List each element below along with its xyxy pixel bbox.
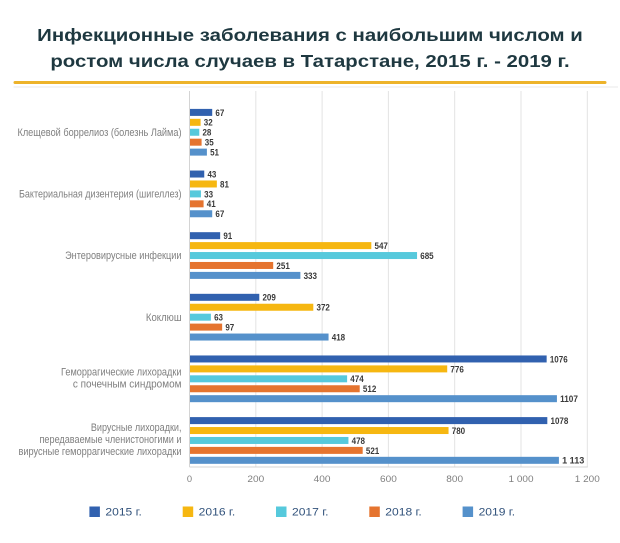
svg-text:33: 33: [204, 189, 213, 200]
svg-text:67: 67: [215, 108, 224, 119]
svg-text:372: 372: [317, 303, 330, 314]
svg-text:41: 41: [207, 199, 216, 210]
svg-text:Энтеровирусные инфекции: Энтеровирусные инфекции: [65, 250, 181, 262]
svg-text:776: 776: [450, 364, 463, 375]
svg-text:Бактериальная дизентерия (шиге: Бактериальная дизентерия (шигеллез): [19, 189, 182, 201]
svg-text:81: 81: [220, 179, 229, 190]
svg-text:Геморрагические лихорадки: Геморрагические лихорадки: [61, 367, 182, 379]
svg-text:2016 г.: 2016 г.: [199, 507, 236, 519]
svg-text:474: 474: [350, 374, 364, 385]
svg-text:521: 521: [366, 446, 380, 457]
svg-text:1 200: 1 200: [575, 474, 600, 485]
svg-text:780: 780: [452, 426, 465, 437]
svg-text:418: 418: [332, 332, 346, 343]
svg-text:28: 28: [202, 128, 211, 139]
svg-text:600: 600: [380, 474, 397, 485]
svg-text:Вирусные лихорадки,: Вирусные лихорадки,: [91, 422, 182, 434]
svg-text:1078: 1078: [551, 416, 569, 427]
svg-text:2018 г.: 2018 г.: [385, 507, 422, 519]
svg-text:Клещевой боррелиоз (болезнь Ла: Клещевой боррелиоз (болезнь Лайма): [18, 127, 182, 139]
svg-text:251: 251: [276, 261, 290, 272]
svg-text:вирусные геморрагические лихор: вирусные геморрагические лихорадки: [19, 446, 182, 458]
svg-text:1 113: 1 113: [562, 456, 584, 467]
svg-text:32: 32: [204, 118, 213, 129]
svg-text:333: 333: [304, 271, 317, 282]
svg-text:63: 63: [214, 313, 223, 324]
svg-text:67: 67: [215, 209, 224, 220]
svg-text:1107: 1107: [560, 394, 578, 405]
svg-text:91: 91: [223, 231, 232, 242]
svg-text:400: 400: [314, 474, 331, 485]
svg-text:512: 512: [363, 384, 376, 395]
svg-text:1076: 1076: [550, 354, 568, 365]
svg-text:2019 г.: 2019 г.: [479, 507, 515, 519]
svg-text:51: 51: [210, 148, 219, 159]
svg-text:200: 200: [247, 474, 264, 485]
svg-text:685: 685: [420, 251, 434, 262]
svg-text:1 000: 1 000: [509, 474, 534, 485]
svg-text:ростом числа случаев в Татарст: ростом числа случаев в Татарстане, 2015 …: [50, 51, 569, 71]
svg-text:2017 г.: 2017 г.: [292, 507, 329, 519]
svg-text:0: 0: [187, 474, 192, 485]
svg-text:547: 547: [375, 241, 388, 252]
svg-text:Коклюш: Коклюш: [146, 312, 182, 324]
svg-text:800: 800: [446, 474, 463, 485]
svg-text:35: 35: [205, 138, 214, 149]
svg-text:43: 43: [207, 169, 216, 180]
svg-text:209: 209: [262, 293, 275, 304]
svg-text:с почечным синдромом: с почечным синдромом: [73, 379, 182, 391]
svg-text:2015 г.: 2015 г.: [105, 507, 141, 519]
svg-text:478: 478: [352, 436, 366, 447]
svg-text:Инфекционные заболевания с наи: Инфекционные заболевания с наибольшим чи…: [37, 25, 583, 45]
svg-text:передаваемые членистоногими и: передаваемые членистоногими и: [40, 434, 182, 446]
svg-text:97: 97: [225, 323, 234, 334]
